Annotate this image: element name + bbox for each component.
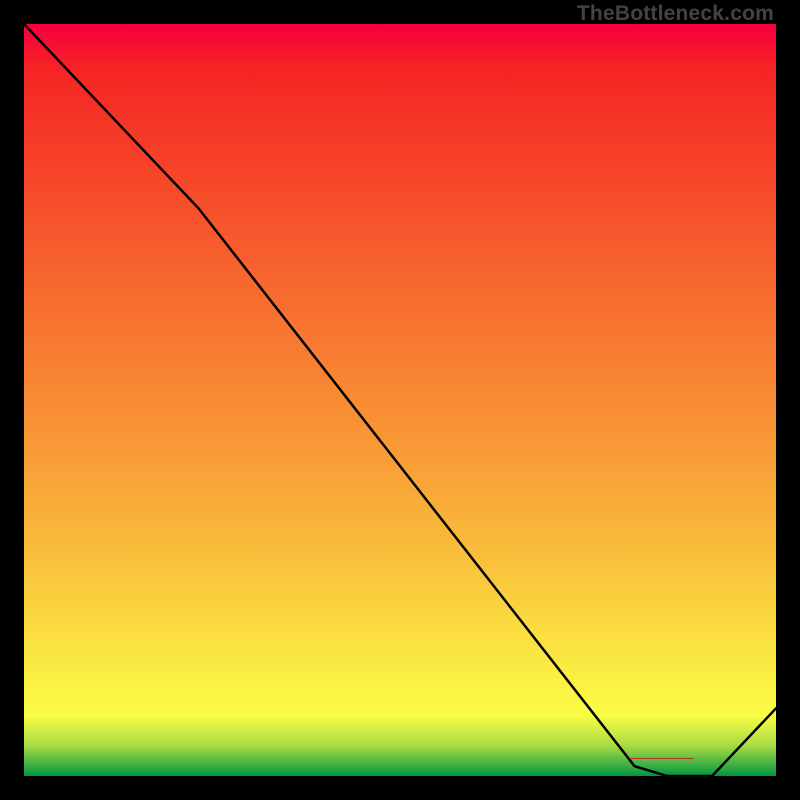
bottleneck-marker-label: ———————— xyxy=(629,753,693,763)
bottleneck-chart: ———————— TheBottleneck.com xyxy=(0,0,800,800)
plot-area: ———————— xyxy=(24,24,776,776)
curve-layer xyxy=(24,24,776,776)
bottleneck-curve xyxy=(24,24,776,776)
watermark-text: TheBottleneck.com xyxy=(577,2,774,26)
